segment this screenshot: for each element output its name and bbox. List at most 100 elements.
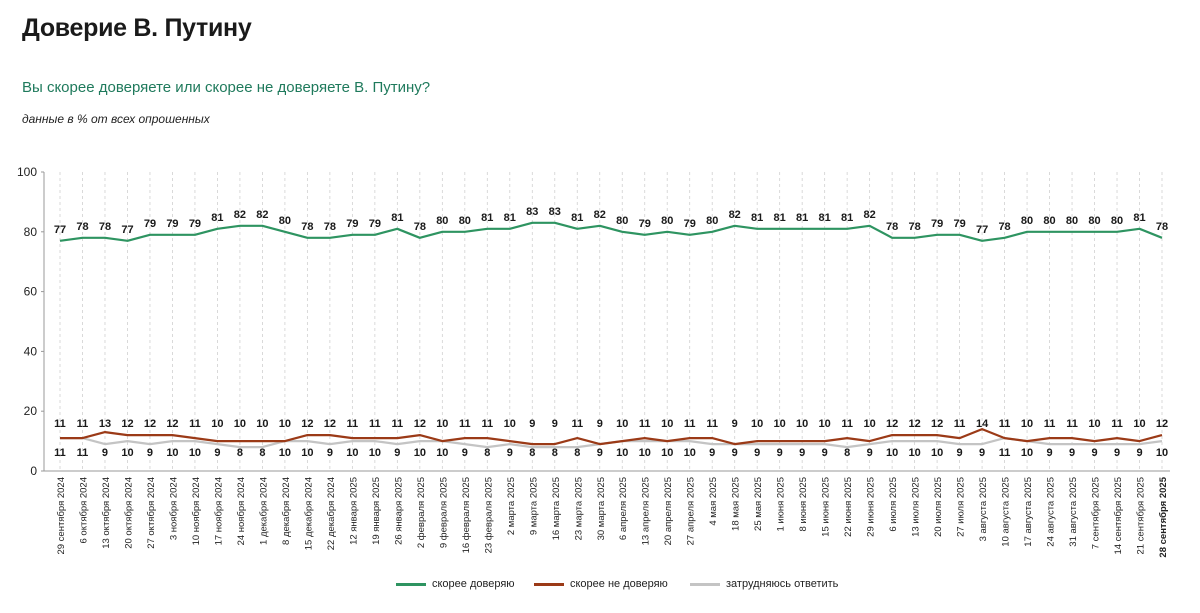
y-tick-label: 20 [24,404,38,418]
x-tick-label: 20 апреля 2025 [663,477,674,545]
data-label: 11 [54,418,66,430]
data-label: 81 [211,212,223,224]
data-label: 77 [976,224,988,236]
data-label: 11 [684,418,696,430]
x-tick-label: 24 августа 2025 [1046,477,1057,547]
data-label: 9 [529,418,535,430]
data-label: 9 [214,447,220,459]
x-tick-label: 13 апреля 2025 [641,477,652,545]
x-tick-label: 17 ноября 2024 [213,477,224,545]
data-label: 83 [526,206,538,218]
y-tick-label: 100 [17,165,37,179]
data-label: 12 [1156,418,1168,430]
data-label: 10 [369,447,381,459]
x-tick-label: 6 апреля 2025 [618,477,629,540]
data-label: 10 [1021,447,1033,459]
y-tick-label: 80 [24,225,38,239]
data-label: 79 [189,218,201,230]
data-label: 9 [1069,447,1075,459]
y-tick-label: 60 [24,285,38,299]
data-label: 80 [661,215,673,227]
data-label: 9 [394,447,400,459]
data-label: 11 [1111,418,1123,430]
legend-item-distrust: скорее не доверяю [534,578,668,590]
data-label: 81 [571,212,583,224]
x-tick-label: 1 декабря 2024 [258,477,269,545]
data-label: 11 [639,418,651,430]
x-tick-label: 10 августа 2025 [1001,477,1012,547]
x-tick-label: 9 февраля 2025 [438,477,449,548]
data-label: 9 [552,418,558,430]
data-label: 83 [549,206,561,218]
data-label: 9 [1046,447,1052,459]
data-label: 9 [327,447,333,459]
data-label: 11 [77,418,89,430]
data-label: 11 [54,447,66,459]
data-label: 11 [189,418,201,430]
data-label: 80 [436,215,448,227]
data-label: 78 [1156,221,1168,233]
data-label: 10 [774,418,786,430]
x-tick-label: 19 января 2025 [371,477,382,545]
data-label: 12 [324,418,336,430]
x-tick-label: 22 декабря 2024 [326,477,337,550]
x-tick-label: 7 сентября 2025 [1091,477,1102,549]
data-label: 12 [144,418,156,430]
legend-label: скорее доверяю [432,578,515,590]
data-label: 81 [481,212,493,224]
data-label: 80 [1111,215,1123,227]
data-label: 8 [484,447,490,459]
x-tick-label: 22 июня 2025 [843,477,854,537]
legend: скорее доверяю скорее не доверяю затрудн… [0,578,1200,598]
x-tick-label: 30 марта 2025 [596,477,607,540]
data-label: 10 [1088,418,1100,430]
legend-label: затрудняюсь ответить [726,578,839,590]
data-label: 11 [999,447,1011,459]
data-label: 11 [77,447,89,459]
data-label: 8 [844,447,850,459]
data-label: 77 [121,224,133,236]
data-label: 79 [953,218,965,230]
data-label: 11 [1044,418,1056,430]
data-label: 10 [864,418,876,430]
y-tick-label: 0 [30,464,37,478]
x-tick-label: 31 августа 2025 [1068,477,1079,547]
x-tick-label: 15 июня 2025 [821,477,832,537]
data-label: 82 [729,209,741,221]
data-label: 81 [504,212,516,224]
data-label: 11 [841,418,853,430]
x-tick-label: 16 февраля 2025 [461,477,472,553]
data-label: 10 [504,418,516,430]
data-label: 82 [234,209,246,221]
data-label: 12 [886,418,898,430]
data-label: 78 [998,221,1010,233]
x-tick-label: 27 апреля 2025 [686,477,697,545]
legend-label: скорее не доверяю [570,578,668,590]
data-label: 11 [369,418,381,430]
data-label: 10 [908,447,920,459]
data-label: 78 [301,221,313,233]
data-label: 10 [661,418,673,430]
data-label: 11 [459,418,471,430]
x-tick-label: 28 сентября 2025 [1158,476,1169,557]
x-tick-label: 6 июля 2025 [888,477,899,532]
x-tick-label: 1 июня 2025 [776,477,787,532]
data-label: 10 [1133,418,1145,430]
x-tick-label: 29 сентября 2024 [56,477,67,555]
data-label: 82 [256,209,268,221]
data-label: 11 [1066,418,1078,430]
x-tick-label: 20 июля 2025 [933,477,944,537]
x-tick-label: 26 января 2025 [393,477,404,545]
x-tick-label: 29 июня 2025 [866,477,877,537]
legend-item-undecided: затрудняюсь ответить [690,578,838,590]
data-label: 80 [616,215,628,227]
data-label: 79 [369,218,381,230]
x-tick-label: 20 октября 2024 [123,477,134,549]
data-label: 12 [301,418,313,430]
data-label: 10 [1156,447,1168,459]
data-label: 11 [706,418,718,430]
data-label: 11 [571,418,583,430]
data-label: 9 [507,447,513,459]
x-tick-label: 17 августа 2025 [1023,477,1034,547]
data-label: 10 [751,418,763,430]
